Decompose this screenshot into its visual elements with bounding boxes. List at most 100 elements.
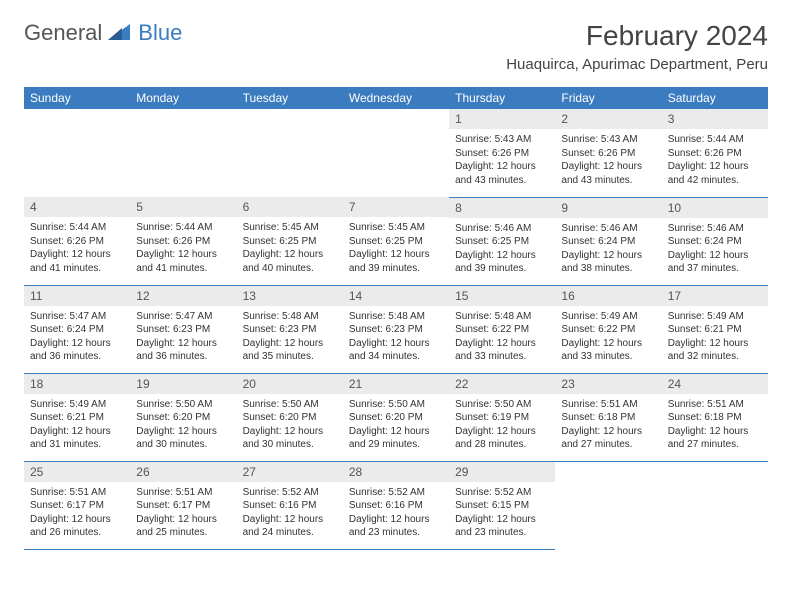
- day-number: 6: [237, 197, 343, 217]
- calendar-day-cell: 28Sunrise: 5:52 AMSunset: 6:16 PMDayligh…: [343, 461, 449, 549]
- calendar-day-cell: 1Sunrise: 5:43 AMSunset: 6:26 PMDaylight…: [449, 109, 555, 197]
- calendar-day-cell: [237, 109, 343, 197]
- calendar-day-cell: 29Sunrise: 5:52 AMSunset: 6:15 PMDayligh…: [449, 461, 555, 549]
- day-number: 28: [343, 462, 449, 482]
- calendar-day-cell: [130, 109, 236, 197]
- day-details: Sunrise: 5:46 AMSunset: 6:24 PMDaylight:…: [662, 218, 768, 282]
- day-details: Sunrise: 5:44 AMSunset: 6:26 PMDaylight:…: [130, 217, 236, 281]
- day-number: 29: [449, 462, 555, 482]
- calendar-day-cell: 20Sunrise: 5:50 AMSunset: 6:20 PMDayligh…: [237, 373, 343, 461]
- title-block: February 2024 Huaquirca, Apurimac Depart…: [506, 20, 768, 73]
- day-number: 24: [662, 374, 768, 394]
- day-number: 16: [555, 286, 661, 306]
- logo: General Blue: [24, 20, 182, 46]
- calendar-day-cell: 7Sunrise: 5:45 AMSunset: 6:25 PMDaylight…: [343, 197, 449, 285]
- day-number: 7: [343, 197, 449, 217]
- day-details: Sunrise: 5:43 AMSunset: 6:26 PMDaylight:…: [555, 129, 661, 193]
- calendar-day-cell: 19Sunrise: 5:50 AMSunset: 6:20 PMDayligh…: [130, 373, 236, 461]
- calendar-day-cell: 10Sunrise: 5:46 AMSunset: 6:24 PMDayligh…: [662, 197, 768, 285]
- day-details: Sunrise: 5:49 AMSunset: 6:22 PMDaylight:…: [555, 306, 661, 370]
- calendar-day-cell: 26Sunrise: 5:51 AMSunset: 6:17 PMDayligh…: [130, 461, 236, 549]
- day-details: Sunrise: 5:50 AMSunset: 6:19 PMDaylight:…: [449, 394, 555, 458]
- day-details: Sunrise: 5:51 AMSunset: 6:17 PMDaylight:…: [24, 482, 130, 546]
- calendar-day-cell: 25Sunrise: 5:51 AMSunset: 6:17 PMDayligh…: [24, 461, 130, 549]
- day-number: 4: [24, 197, 130, 217]
- day-number: 9: [555, 198, 661, 218]
- calendar-day-cell: 4Sunrise: 5:44 AMSunset: 6:26 PMDaylight…: [24, 197, 130, 285]
- day-details: Sunrise: 5:52 AMSunset: 6:16 PMDaylight:…: [237, 482, 343, 546]
- weekday-header-row: SundayMondayTuesdayWednesdayThursdayFrid…: [24, 87, 768, 109]
- month-title: February 2024: [506, 20, 768, 52]
- weekday-header: Monday: [130, 87, 236, 109]
- calendar-day-cell: 8Sunrise: 5:46 AMSunset: 6:25 PMDaylight…: [449, 197, 555, 285]
- calendar-day-cell: 16Sunrise: 5:49 AMSunset: 6:22 PMDayligh…: [555, 285, 661, 373]
- location-text: Huaquirca, Apurimac Department, Peru: [506, 56, 768, 73]
- day-details: Sunrise: 5:49 AMSunset: 6:21 PMDaylight:…: [662, 306, 768, 370]
- day-number: 25: [24, 462, 130, 482]
- day-number: 5: [130, 197, 236, 217]
- calendar-week-row: 18Sunrise: 5:49 AMSunset: 6:21 PMDayligh…: [24, 373, 768, 461]
- calendar-day-cell: 21Sunrise: 5:50 AMSunset: 6:20 PMDayligh…: [343, 373, 449, 461]
- day-number: 12: [130, 286, 236, 306]
- calendar-day-cell: 9Sunrise: 5:46 AMSunset: 6:24 PMDaylight…: [555, 197, 661, 285]
- day-number: 17: [662, 286, 768, 306]
- day-number: 19: [130, 374, 236, 394]
- calendar-day-cell: 12Sunrise: 5:47 AMSunset: 6:23 PMDayligh…: [130, 285, 236, 373]
- day-number: 11: [24, 286, 130, 306]
- logo-text-blue: Blue: [138, 20, 182, 46]
- calendar-day-cell: 11Sunrise: 5:47 AMSunset: 6:24 PMDayligh…: [24, 285, 130, 373]
- day-details: Sunrise: 5:50 AMSunset: 6:20 PMDaylight:…: [343, 394, 449, 458]
- weekday-header: Tuesday: [237, 87, 343, 109]
- day-details: Sunrise: 5:46 AMSunset: 6:24 PMDaylight:…: [555, 218, 661, 282]
- calendar-day-cell: [343, 109, 449, 197]
- calendar-day-cell: [662, 461, 768, 549]
- day-details: Sunrise: 5:52 AMSunset: 6:15 PMDaylight:…: [449, 482, 555, 546]
- weekday-header: Thursday: [449, 87, 555, 109]
- calendar-day-cell: 24Sunrise: 5:51 AMSunset: 6:18 PMDayligh…: [662, 373, 768, 461]
- calendar-day-cell: 2Sunrise: 5:43 AMSunset: 6:26 PMDaylight…: [555, 109, 661, 197]
- calendar-day-cell: [555, 461, 661, 549]
- day-details: Sunrise: 5:44 AMSunset: 6:26 PMDaylight:…: [24, 217, 130, 281]
- day-number: 18: [24, 374, 130, 394]
- calendar-day-cell: 22Sunrise: 5:50 AMSunset: 6:19 PMDayligh…: [449, 373, 555, 461]
- day-number: 15: [449, 286, 555, 306]
- calendar-day-cell: 18Sunrise: 5:49 AMSunset: 6:21 PMDayligh…: [24, 373, 130, 461]
- day-details: Sunrise: 5:45 AMSunset: 6:25 PMDaylight:…: [237, 217, 343, 281]
- logo-triangle-icon: [108, 20, 130, 46]
- day-details: Sunrise: 5:50 AMSunset: 6:20 PMDaylight:…: [237, 394, 343, 458]
- day-number: 3: [662, 109, 768, 129]
- calendar-day-cell: 15Sunrise: 5:48 AMSunset: 6:22 PMDayligh…: [449, 285, 555, 373]
- day-details: Sunrise: 5:44 AMSunset: 6:26 PMDaylight:…: [662, 129, 768, 193]
- day-number: 26: [130, 462, 236, 482]
- calendar-day-cell: 6Sunrise: 5:45 AMSunset: 6:25 PMDaylight…: [237, 197, 343, 285]
- day-details: Sunrise: 5:47 AMSunset: 6:24 PMDaylight:…: [24, 306, 130, 370]
- calendar-week-row: 25Sunrise: 5:51 AMSunset: 6:17 PMDayligh…: [24, 461, 768, 549]
- day-number: 10: [662, 198, 768, 218]
- day-details: Sunrise: 5:51 AMSunset: 6:18 PMDaylight:…: [662, 394, 768, 458]
- day-number: 14: [343, 286, 449, 306]
- calendar-day-cell: 17Sunrise: 5:49 AMSunset: 6:21 PMDayligh…: [662, 285, 768, 373]
- calendar-week-row: 11Sunrise: 5:47 AMSunset: 6:24 PMDayligh…: [24, 285, 768, 373]
- day-details: Sunrise: 5:52 AMSunset: 6:16 PMDaylight:…: [343, 482, 449, 546]
- weekday-header: Sunday: [24, 87, 130, 109]
- calendar-day-cell: 13Sunrise: 5:48 AMSunset: 6:23 PMDayligh…: [237, 285, 343, 373]
- calendar-day-cell: 23Sunrise: 5:51 AMSunset: 6:18 PMDayligh…: [555, 373, 661, 461]
- day-number: 22: [449, 374, 555, 394]
- day-details: Sunrise: 5:45 AMSunset: 6:25 PMDaylight:…: [343, 217, 449, 281]
- day-number: 2: [555, 109, 661, 129]
- calendar-day-cell: 5Sunrise: 5:44 AMSunset: 6:26 PMDaylight…: [130, 197, 236, 285]
- day-details: Sunrise: 5:51 AMSunset: 6:17 PMDaylight:…: [130, 482, 236, 546]
- weekday-header: Wednesday: [343, 87, 449, 109]
- weekday-header: Saturday: [662, 87, 768, 109]
- logo-text-general: General: [24, 20, 102, 46]
- day-details: Sunrise: 5:50 AMSunset: 6:20 PMDaylight:…: [130, 394, 236, 458]
- page-header: General Blue February 2024 Huaquirca, Ap…: [24, 20, 768, 73]
- calendar-table: SundayMondayTuesdayWednesdayThursdayFrid…: [24, 87, 768, 550]
- day-details: Sunrise: 5:48 AMSunset: 6:23 PMDaylight:…: [343, 306, 449, 370]
- day-details: Sunrise: 5:43 AMSunset: 6:26 PMDaylight:…: [449, 129, 555, 193]
- day-number: 20: [237, 374, 343, 394]
- day-number: 13: [237, 286, 343, 306]
- calendar-week-row: 1Sunrise: 5:43 AMSunset: 6:26 PMDaylight…: [24, 109, 768, 197]
- calendar-day-cell: 27Sunrise: 5:52 AMSunset: 6:16 PMDayligh…: [237, 461, 343, 549]
- day-details: Sunrise: 5:48 AMSunset: 6:22 PMDaylight:…: [449, 306, 555, 370]
